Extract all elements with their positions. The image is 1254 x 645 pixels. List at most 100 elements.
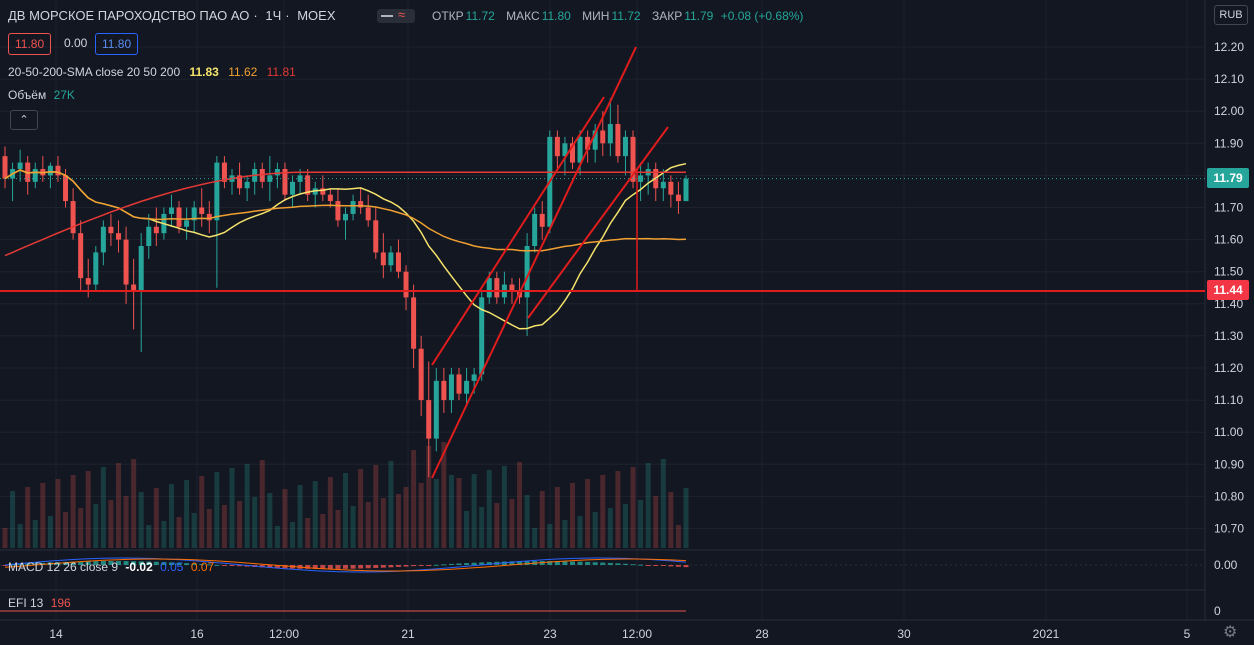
macd-histogram-bar (645, 565, 651, 566)
volume-bar (2, 528, 8, 548)
macd-histogram-bar (335, 565, 341, 569)
candle-body (395, 252, 401, 272)
macd-histogram-bar (70, 561, 76, 565)
candle-body (570, 143, 575, 163)
symbol-name[interactable]: ДВ МОРСКОЕ ПАРОХОДСТВО ПАО АО (8, 8, 250, 23)
close-value: 11.79 (684, 9, 714, 23)
volume-bar (350, 506, 356, 548)
volume-bar (645, 463, 651, 548)
macd-axis-label: 0.00 (1214, 558, 1238, 572)
volume-bar (562, 520, 568, 548)
candle-body (479, 297, 485, 375)
sma-legend[interactable]: 20-50-200-SMA close 20 50 200 11.83 11.6… (8, 65, 296, 79)
volume-bar (358, 469, 364, 548)
candle-body (554, 136, 560, 157)
macd-histogram-bar (282, 565, 288, 569)
volume-bar (78, 508, 84, 548)
volume-bar (532, 528, 538, 548)
time-tick-label: 14 (49, 627, 63, 641)
macd-legend[interactable]: MACD 12 26 close 9 -0.02 0.05 0.07 (8, 560, 215, 574)
sell-button[interactable]: 11.80 (8, 33, 52, 55)
macd-histogram-bar (373, 565, 379, 568)
efi-legend[interactable]: EFI 13 196 (8, 596, 71, 610)
candle-body (373, 220, 379, 253)
buy-button[interactable]: 11.80 (95, 33, 139, 55)
interval[interactable]: 1Ч (265, 8, 282, 23)
volume-bar (622, 504, 628, 548)
macd-histogram-bar (592, 562, 598, 565)
chevron-up-icon[interactable]: ⌃ (10, 110, 38, 130)
candle-body (532, 213, 538, 247)
ohlc-values: ОТКР 11.72 МАКС 11.80 МИН 11.72 ЗАКР 11.79 +… (432, 9, 804, 23)
macd-histogram-bar (327, 565, 333, 569)
market-status-toggle[interactable]: ≈ (377, 7, 415, 23)
macd-histogram-bar (176, 562, 182, 565)
candle-body (274, 168, 280, 176)
signal-line-value: 0.07 (190, 560, 215, 574)
macd-histogram-bar (17, 564, 23, 566)
volume-bar (168, 484, 174, 548)
macd-histogram-bar (426, 565, 432, 566)
candle-body (592, 130, 598, 150)
macd-histogram-bar (479, 562, 485, 565)
volume-bar (40, 483, 46, 548)
price-tick-label: 11.30 (1214, 329, 1243, 343)
candle-body (448, 374, 454, 401)
candle-body (675, 194, 681, 202)
time-tick-label: 5 (1184, 627, 1191, 641)
current-price-label: 11.79 (1207, 168, 1249, 188)
candle-body (441, 380, 447, 401)
macd-histogram-bar (403, 565, 409, 567)
low-value: 11.72 (611, 9, 641, 23)
symbol-header: ДВ МОРСКОЕ ПАРОХОДСТВО ПАО АО · 1Ч · MOEX (8, 8, 336, 23)
currency-button[interactable]: RUB (1214, 5, 1248, 25)
candle-body (47, 165, 53, 176)
volume-bar (214, 472, 220, 548)
macd-line (4, 557, 687, 573)
volume-bar (494, 503, 500, 548)
price-tick-label: 11.10 (1214, 393, 1243, 407)
macd-histogram-bar (10, 564, 16, 566)
macd-histogram-bar (683, 565, 689, 568)
macd-histogram-bar (622, 563, 628, 565)
volume-bar (395, 494, 401, 548)
macd-histogram-bar (562, 561, 568, 565)
macd-histogram-bar (660, 565, 666, 566)
volume-bar (221, 505, 227, 548)
macd-histogram-bar (471, 562, 477, 565)
price-tick-label: 11.90 (1214, 136, 1243, 150)
macd-histogram-bar (615, 563, 621, 565)
candle-body (55, 165, 61, 176)
candle-body (683, 178, 689, 202)
candle-body (600, 130, 606, 144)
macd-histogram-bar (63, 561, 69, 565)
macd-histogram-bar (146, 561, 152, 565)
volume-bar (274, 526, 280, 548)
horizontal-level-label[interactable]: 11.44 (1207, 280, 1249, 300)
candle-body (630, 136, 636, 182)
volume-bar (25, 487, 31, 548)
candle-body (25, 162, 31, 182)
volume-legend[interactable]: Объём 27K (8, 88, 75, 102)
macd-histogram-bar (464, 563, 470, 565)
volume-bar (471, 474, 477, 548)
volume-bar (199, 476, 205, 548)
macd-histogram-bar (267, 565, 273, 568)
volume-bar (161, 521, 167, 548)
macd-histogram-bar (509, 561, 515, 565)
macd-histogram-bar (25, 563, 31, 565)
gear-icon[interactable]: ⚙ (1223, 624, 1238, 641)
volume-bar (153, 488, 159, 548)
candle-body (327, 194, 333, 202)
volume-bar (547, 524, 553, 548)
volume-bar (138, 492, 144, 548)
candle-body (282, 168, 288, 195)
macd-histogram-bar (411, 565, 417, 567)
price-tick-label: 12.00 (1214, 104, 1244, 118)
volume-bar (426, 446, 432, 548)
volume-bar (312, 481, 318, 548)
price-tick-label: 10.90 (1214, 457, 1244, 471)
macd-histogram-bar (274, 565, 280, 569)
candle-body (78, 233, 84, 279)
